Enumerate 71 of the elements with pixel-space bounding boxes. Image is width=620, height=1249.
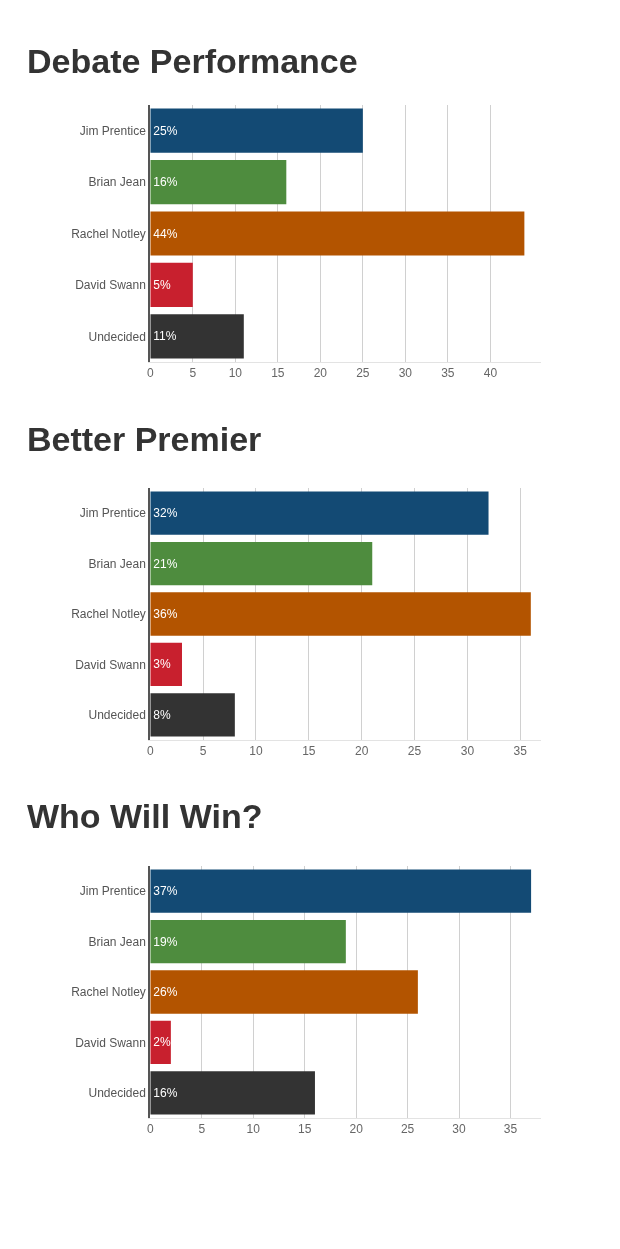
x-tick-label: 35: [513, 744, 528, 759]
data-label: 5%: [153, 277, 171, 292]
y-tick-label: Undecided: [88, 708, 146, 722]
x-tick-label: 35: [441, 366, 455, 381]
x-tick-label: 0: [146, 744, 154, 759]
x-tick-label: 0: [146, 366, 154, 381]
x-tick-label: 25: [400, 1122, 415, 1137]
x-tick-label: 25: [407, 744, 422, 759]
x-tick-label: 0: [146, 1122, 154, 1137]
x-tick-label: 10: [249, 744, 263, 759]
bar: [150, 314, 244, 359]
data-label: 19%: [153, 934, 178, 949]
y-tick-label: Undecided: [88, 329, 146, 344]
bar: [150, 541, 373, 586]
bar: [150, 108, 363, 153]
bar: [150, 970, 418, 1014]
data-label: 16%: [153, 1085, 178, 1100]
bar: [150, 262, 193, 307]
x-tick-label: 15: [297, 1122, 312, 1137]
x-tick-label: 30: [452, 1122, 467, 1137]
data-label: 25%: [153, 123, 178, 138]
data-label: 2%: [153, 1035, 171, 1050]
x-tick-label: 20: [355, 744, 369, 759]
x-tick-label: 30: [460, 744, 475, 759]
bar: [150, 211, 525, 256]
x-tick-label: 10: [228, 366, 243, 381]
y-tick-label: Undecided: [88, 1086, 146, 1100]
bar: [150, 160, 287, 205]
y-tick-label: Rachel Notley: [71, 985, 146, 1000]
data-label: 37%: [153, 884, 178, 899]
y-tick-label: Rachel Notley: [71, 607, 146, 622]
y-tick-label: Jim Prentice: [79, 123, 147, 138]
x-tick-label: 20: [313, 366, 328, 381]
bar: [150, 592, 531, 636]
y-tick-label: Jim Prentice: [79, 884, 147, 899]
chart-title: Debate Performance: [27, 42, 358, 80]
bar: [150, 693, 235, 737]
bar: [150, 491, 489, 535]
y-tick-label: David Swann: [75, 1035, 146, 1050]
chart-title: Better Premier: [27, 420, 262, 458]
x-tick-label: 5: [198, 1122, 206, 1137]
data-label: 3%: [153, 657, 171, 672]
data-label: 16%: [153, 175, 178, 190]
data-label: 44%: [153, 226, 178, 241]
x-tick-label: 25: [356, 366, 370, 381]
bar: [150, 1071, 315, 1115]
x-tick-label: 5: [189, 366, 197, 381]
y-tick-label: Jim Prentice: [79, 506, 147, 521]
y-tick-label: Rachel Notley: [71, 226, 146, 241]
x-tick-label: 15: [302, 744, 316, 759]
data-label: 11%: [153, 329, 177, 344]
x-tick-label: 5: [199, 744, 207, 759]
x-tick-label: 10: [246, 1122, 261, 1137]
data-label: 36%: [153, 607, 178, 621]
y-tick-label: Brian Jean: [88, 934, 146, 949]
y-tick-label: Brian Jean: [88, 175, 146, 190]
bar: [150, 869, 532, 913]
y-tick-label: David Swann: [75, 657, 146, 672]
data-label: 8%: [153, 707, 171, 722]
data-label: 21%: [153, 556, 178, 571]
x-tick-label: 40: [483, 366, 498, 381]
x-tick-label: 20: [349, 1122, 364, 1137]
y-tick-label: Brian Jean: [88, 556, 146, 571]
data-label: 26%: [153, 985, 178, 999]
x-tick-label: 15: [271, 366, 285, 381]
bar: [150, 919, 346, 964]
data-label: 32%: [153, 506, 178, 521]
x-tick-label: 35: [503, 1122, 518, 1137]
x-tick-label: 30: [398, 366, 413, 381]
y-tick-label: David Swann: [75, 278, 146, 293]
chart-title: Who Will Win?: [27, 797, 263, 835]
